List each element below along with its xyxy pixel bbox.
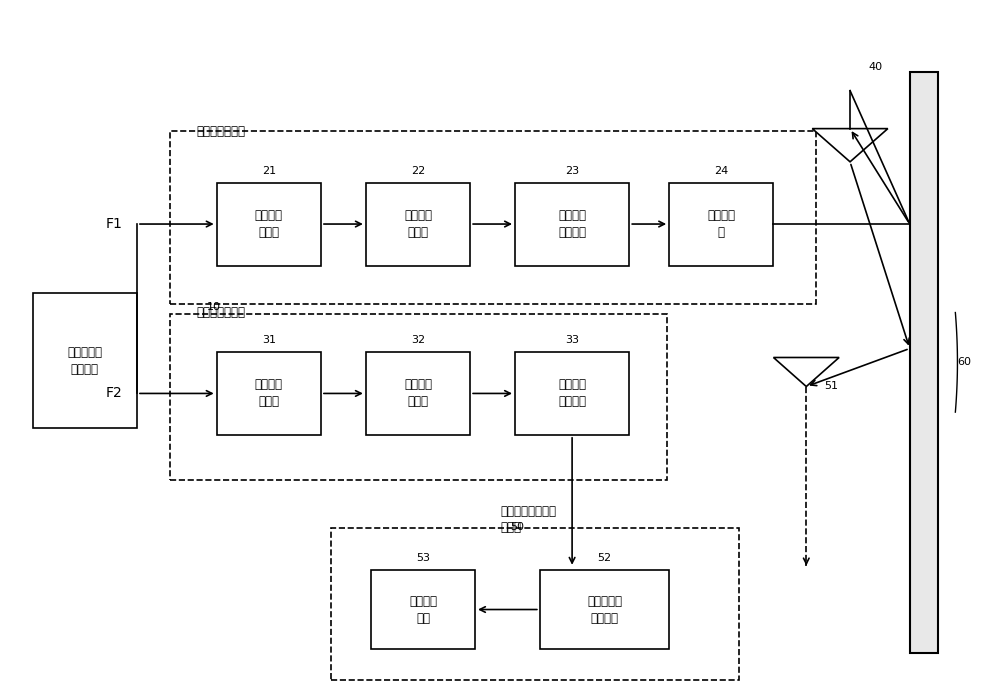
Text: 52: 52: [597, 553, 611, 563]
Bar: [910, 72, 938, 652]
Text: 第一方波
发生器: 第一方波 发生器: [404, 209, 432, 239]
Text: 高斯脉冲发生器: 高斯脉冲发生器: [197, 125, 246, 137]
FancyBboxPatch shape: [366, 183, 470, 266]
FancyBboxPatch shape: [669, 183, 773, 266]
Text: 选通脉冲发生器: 选通脉冲发生器: [197, 306, 246, 319]
FancyBboxPatch shape: [515, 352, 629, 435]
Text: 23: 23: [565, 166, 579, 176]
FancyBboxPatch shape: [217, 183, 321, 266]
Text: 24: 24: [714, 166, 728, 176]
FancyBboxPatch shape: [366, 352, 470, 435]
Text: 超宽带低噪
声放大器: 超宽带低噪 声放大器: [587, 595, 622, 625]
Polygon shape: [812, 129, 888, 162]
Bar: [170, 131, 816, 304]
Text: 31: 31: [262, 335, 276, 345]
Text: 22: 22: [411, 166, 425, 176]
Text: 第二脉冲
整形网络: 第二脉冲 整形网络: [558, 378, 586, 408]
Text: 33: 33: [565, 335, 579, 345]
Text: 第二预驱
动电路: 第二预驱 动电路: [255, 378, 283, 408]
Text: 51: 51: [824, 381, 838, 391]
FancyBboxPatch shape: [33, 293, 137, 428]
Text: 21: 21: [262, 166, 276, 176]
Text: 第一脉冲
整形网络: 第一脉冲 整形网络: [558, 209, 586, 239]
FancyBboxPatch shape: [217, 352, 321, 435]
Bar: [170, 314, 667, 480]
Text: 第一预驱
动电路: 第一预驱 动电路: [255, 209, 283, 239]
Text: 40: 40: [868, 62, 882, 72]
FancyBboxPatch shape: [371, 569, 475, 650]
Text: 10: 10: [207, 302, 221, 312]
Text: 直接数字频
率合成器: 直接数字频 率合成器: [67, 346, 102, 376]
Text: 53: 53: [416, 553, 430, 563]
Polygon shape: [773, 358, 839, 387]
Text: 第二方波
发生器: 第二方波 发生器: [404, 378, 432, 408]
Text: 信号整形
器: 信号整形 器: [707, 209, 735, 239]
Text: 50: 50: [510, 522, 524, 532]
Text: 60: 60: [957, 358, 971, 367]
FancyBboxPatch shape: [515, 183, 629, 266]
Text: 超宽带混
频器: 超宽带混 频器: [409, 595, 437, 625]
Text: F2: F2: [105, 386, 122, 401]
Text: 32: 32: [411, 335, 425, 345]
FancyBboxPatch shape: [540, 569, 669, 650]
Bar: [331, 528, 739, 680]
Text: 超宽带传感信号接
收系统: 超宽带传感信号接 收系统: [500, 505, 556, 534]
Text: F1: F1: [105, 217, 122, 231]
